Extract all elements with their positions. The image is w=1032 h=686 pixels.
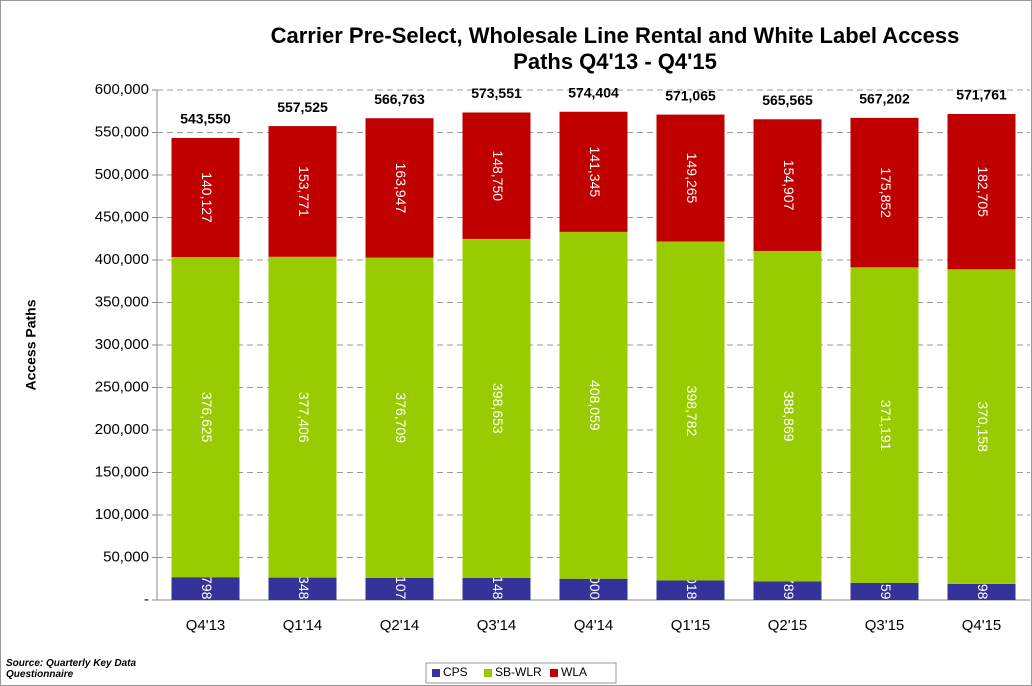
y-tick-label: 450,000 [95,208,149,225]
bar-segment [268,256,337,578]
bar-segment [462,577,531,600]
bar-segment [656,580,725,600]
bar-segment [462,112,531,239]
bar-segment [365,118,434,258]
y-tick-label: 400,000 [95,251,149,268]
annotation-box: Source: Quarterly Key Data Questionnaire [6,658,137,680]
bar-segment [947,269,1016,584]
legend-swatch [484,669,492,677]
value-label: 377,406 [296,392,312,443]
legend-box [425,662,617,684]
value-label: 371,191 [878,400,894,451]
y-tick-label: - [144,591,149,608]
total-label: 543,550 [180,111,231,127]
x-tick-label: Q1'15 [671,617,711,634]
bar-segment [171,257,240,578]
total-label: 567,202 [859,91,910,107]
y-tick-label: 600,000 [95,81,149,98]
bar-segment [559,578,628,600]
bar-segment [559,231,628,579]
legend-swatch [550,669,558,677]
total-label: 571,761 [956,87,1007,103]
legend-swatch [432,669,440,677]
bar-segment [656,114,725,242]
y-tick-label: 300,000 [95,336,149,353]
bar-segment [850,117,919,268]
x-tick-label: Q1'14 [283,617,323,634]
x-tick-label: Q3'15 [865,617,905,634]
bar-segment [171,577,240,600]
total-label: 566,763 [374,91,425,107]
y-tick-label: 500,000 [95,166,149,183]
value-label: 398,782 [684,386,700,437]
bar-segment [850,582,919,600]
x-tick-label: Q4'15 [962,617,1002,634]
value-label: 149,265 [684,153,700,204]
x-tick-label: Q3'14 [477,617,517,634]
total-label: 557,525 [277,99,328,115]
bar-segment [656,241,725,581]
x-tick-label: Q4'13 [186,617,226,634]
total-label: 574,404 [568,84,619,100]
bar-segment [462,238,531,578]
bar-segment [171,137,240,258]
value-label: 163,947 [393,163,409,214]
y-tick-label: 200,000 [95,421,149,438]
y-tick-label: 350,000 [95,293,149,310]
annotation: Source: Quarterly Key Data Questionnaire [6,658,137,680]
y-tick-label: 100,000 [95,506,149,523]
bar-segment [753,250,822,582]
bar-segment [559,111,628,232]
bar-segment [268,577,337,600]
total-label: 565,565 [762,92,813,108]
total-label: 571,065 [665,87,716,103]
bar-segment [753,581,822,600]
bar-segment [947,583,1016,600]
value-label: 153,771 [296,166,312,217]
value-label: 182,705 [975,166,991,217]
value-label: 376,709 [393,392,409,443]
bar-segment [268,126,337,257]
bar-segment [753,119,822,251]
y-axis-label: Access Paths [23,299,39,390]
bar-segment [947,114,1016,270]
chart-title: Paths Q4'13 - Q4'15 [513,49,717,74]
x-tick-label: Q2'14 [380,617,420,634]
value-label: 388,869 [781,391,797,442]
value-label: 148,750 [490,150,506,201]
total-label: 573,551 [471,85,522,101]
y-tick-label: 150,000 [95,463,149,480]
x-tick-label: Q2'15 [768,617,808,634]
bar-segment [365,257,434,578]
bar-segment [850,267,919,583]
value-label: 141,345 [587,147,603,198]
value-label: 175,852 [878,167,894,218]
value-label: 140,127 [199,172,215,223]
bar-segment [365,577,434,600]
legend-label: CPS [443,665,468,679]
chart-title: Carrier Pre-Select, Wholesale Line Renta… [271,23,960,48]
legend-label: SB-WLR [495,665,542,679]
y-tick-label: 250,000 [95,378,149,395]
value-label: 154,907 [781,160,797,211]
value-label: 398,653 [490,383,506,434]
y-tick-label: 50,000 [103,548,149,565]
value-label: 376,625 [199,392,215,443]
value-label: 370,158 [975,401,991,452]
legend-label: WLA [561,665,587,679]
x-tick-label: Q4'14 [574,617,614,634]
value-label: 408,059 [587,380,603,431]
y-tick-label: 550,000 [95,123,149,140]
